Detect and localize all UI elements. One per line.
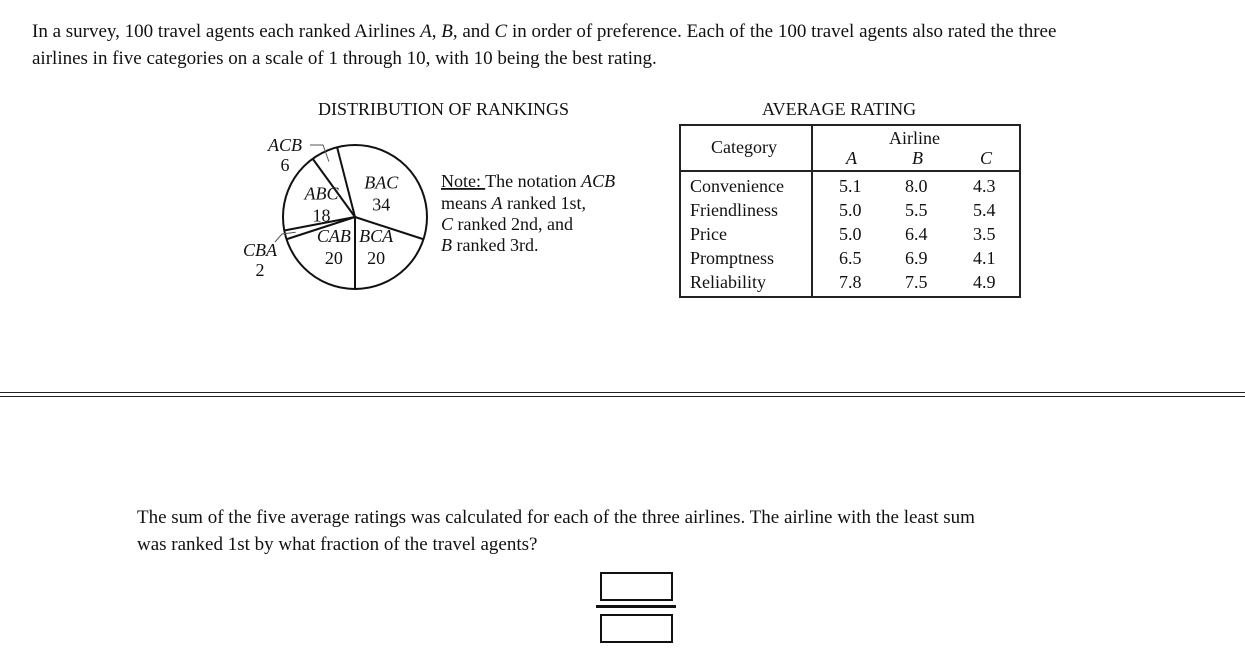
row-category: Promptness — [690, 248, 775, 268]
numerator-input[interactable] — [600, 572, 673, 601]
category-header: Category — [711, 137, 777, 157]
divider — [0, 396, 1245, 397]
slice-label: BAC — [364, 172, 399, 192]
header-divider — [681, 170, 1019, 172]
pie-slice-cba — [286, 216, 356, 241]
pie-slice-bac — [336, 147, 356, 218]
intro-text: In a survey, 100 travel agents each rank… — [32, 18, 1056, 72]
note-line: means A ranked 1st, — [441, 193, 586, 213]
row-category: Reliability — [690, 272, 766, 292]
slice-value: 20 — [367, 248, 385, 268]
slice-value: 20 — [325, 248, 343, 268]
fraction-bar — [596, 605, 676, 608]
slice-label: CBA — [243, 240, 278, 260]
column-header-b: B — [912, 148, 923, 168]
row-value: 5.0 — [839, 200, 862, 220]
leader-line — [274, 231, 296, 243]
row-value: 8.0 — [905, 176, 928, 196]
row-value: 3.5 — [973, 224, 996, 244]
denominator-input[interactable] — [600, 614, 673, 643]
intro-text-part: In a survey, 100 travel agents each rank… — [32, 21, 421, 42]
column-header-c: C — [980, 148, 993, 168]
pie-slice-abc — [284, 216, 356, 232]
slice-value: 18 — [313, 206, 331, 226]
slice-label: ACB — [267, 135, 302, 155]
row-category: Convenience — [690, 176, 784, 196]
row-value: 5.4 — [973, 200, 996, 220]
intro-text-part: A — [420, 21, 432, 42]
intro-text-part: , and — [452, 21, 495, 42]
slice-label: ABC — [304, 184, 340, 204]
row-value: 6.5 — [839, 248, 862, 268]
slice-value: 2 — [256, 260, 265, 280]
intro-text-part: , — [431, 21, 442, 42]
row-value: 7.8 — [839, 272, 862, 292]
row-category: Price — [690, 224, 727, 244]
slice-value: 6 — [281, 155, 290, 175]
row-value: 5.1 — [839, 176, 862, 196]
leader-line — [310, 144, 330, 162]
prompt-line1: The sum of the five average ratings was … — [137, 507, 975, 528]
note-line: C ranked 2nd, and — [441, 214, 573, 234]
pie-slice-bca — [354, 216, 424, 241]
row-value: 7.5 — [905, 272, 928, 292]
row-value: 5.0 — [839, 224, 862, 244]
row-category: Friendliness — [690, 200, 778, 220]
row-value: 4.3 — [973, 176, 996, 196]
rating-table: Category Airline A B C Convenience 5.1 8.0 4.3… — [679, 124, 1021, 298]
note-line: Note: The notation ACB — [441, 171, 615, 191]
intro-text-part: B — [441, 21, 453, 42]
row-value: 4.9 — [973, 272, 996, 292]
prompt-text: The sum of the five average ratings was … — [137, 504, 975, 558]
column-divider — [811, 126, 813, 296]
column-header-a: A — [846, 148, 857, 168]
intro-text-part: in order of preference. Each of the 100 … — [507, 21, 1057, 42]
intro-text-line2: airlines in five categories on a scale o… — [32, 48, 657, 69]
chart-title: DISTRIBUTION OF RANKINGS — [318, 99, 570, 119]
intro-text-part: C — [494, 21, 508, 42]
pie-slice-acb — [311, 158, 356, 218]
divider — [0, 392, 1245, 393]
row-value: 6.9 — [905, 248, 928, 268]
row-value: 5.5 — [905, 200, 928, 220]
slice-value: 34 — [372, 194, 390, 214]
prompt-line2: was ranked 1st by what fraction of the t… — [137, 534, 538, 555]
note-line: B ranked 3rd. — [441, 235, 538, 255]
table-title: AVERAGE RATING — [762, 99, 917, 119]
row-value: 6.4 — [905, 224, 928, 244]
slice-label: BCA — [359, 226, 394, 246]
airline-header: Airline — [889, 128, 940, 148]
row-value: 4.1 — [973, 248, 996, 268]
slice-label: CAB — [317, 226, 351, 246]
